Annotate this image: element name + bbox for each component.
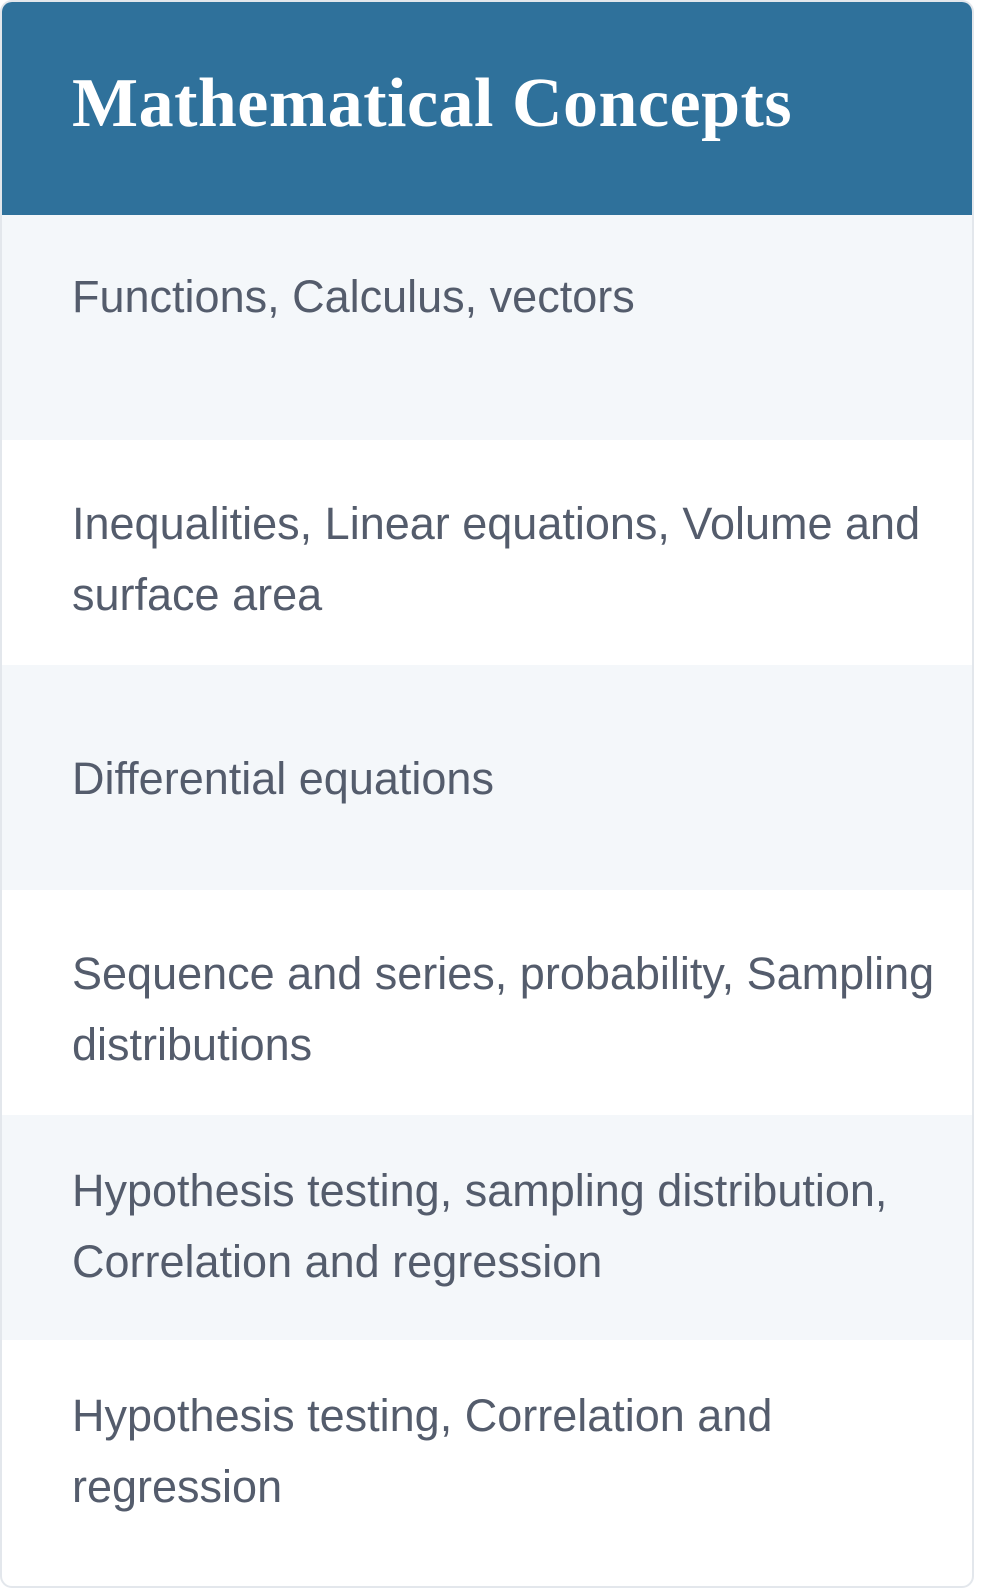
row-text: Inequalities, Linear equations, Volume a… [72,498,921,620]
table-row: Functions, Calculus, vectors [2,215,972,440]
table-row: Hypothesis testing, Correlation and regr… [2,1340,972,1565]
table-row: Sequence and series, probability, Sampli… [2,890,972,1115]
table-row: Hypothesis testing, sampling distributio… [2,1115,972,1340]
row-text: Differential equations [72,753,494,804]
table-header-title: Mathematical Concepts [72,64,793,142]
table-header: Mathematical Concepts [2,2,972,215]
table-row: Differential equations [2,665,972,890]
row-text: Functions, Calculus, vectors [72,271,635,322]
table-body: Functions, Calculus, vectors Inequalitie… [2,215,972,1565]
row-text: Hypothesis testing, Correlation and regr… [72,1390,773,1512]
row-text: Sequence and series, probability, Sampli… [72,948,935,1070]
row-text: Hypothesis testing, sampling distributio… [72,1165,888,1287]
table-row: Inequalities, Linear equations, Volume a… [2,440,972,665]
